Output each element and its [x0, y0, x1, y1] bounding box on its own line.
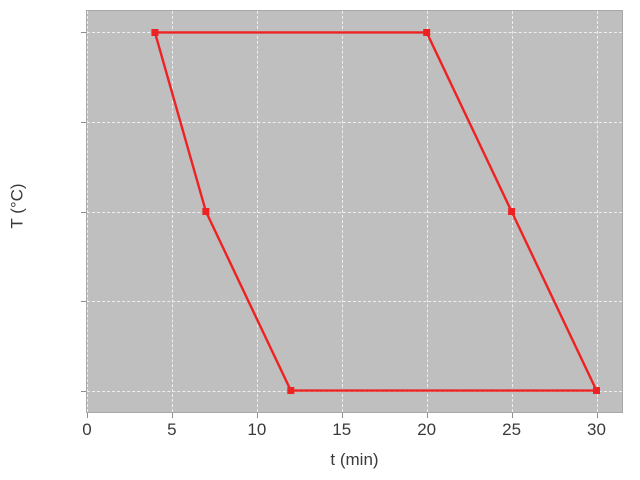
x-tick-label-10: 10 — [247, 420, 267, 439]
x-tick-mark-30 — [596, 413, 598, 418]
x-tick-label-0: 0 — [82, 420, 92, 439]
y-tick-mark-185 — [81, 121, 86, 123]
x-tick-label-15: 15 — [332, 420, 352, 439]
data-point-marker — [287, 387, 295, 395]
gridline-horizontal-1 — [87, 301, 622, 302]
x-tick-label-25: 25 — [502, 420, 522, 439]
series-markers — [151, 28, 601, 395]
data-point-marker — [151, 28, 159, 36]
x-tick-mark-5 — [171, 413, 173, 418]
x-tick-mark-25 — [511, 413, 513, 418]
y-axis-title-text: T (°C) — [8, 183, 28, 229]
y-tick-mark-170 — [81, 390, 86, 392]
y-tick-mark-190 — [81, 32, 86, 34]
y-tick-mark-175 — [81, 301, 86, 302]
data-series-layer — [151, 28, 601, 395]
x-tick-label-30: 30 — [587, 420, 606, 439]
x-tick-mark-0 — [87, 413, 88, 418]
data-point-marker — [423, 28, 431, 36]
gridline-horizontal-3 — [87, 121, 622, 123]
x-tick-label-20: 20 — [417, 420, 437, 439]
x-tick-mark-10 — [256, 413, 258, 418]
x-tick-mark-15 — [341, 413, 343, 418]
data-point-marker — [593, 387, 601, 395]
data-point-marker — [508, 208, 516, 215]
y-axis-title: T (°C) — [0, 0, 36, 412]
y-tick-mark-180 — [81, 211, 86, 213]
x-axis-title: t (min) — [330, 450, 379, 469]
series-line-temperature-cycle — [153, 31, 599, 392]
data-point-marker — [202, 208, 210, 215]
gridline-horizontal-2 — [87, 211, 622, 213]
x-tick-mark-20 — [426, 413, 428, 418]
x-tick-label-5: 5 — [167, 420, 177, 439]
plot-area — [86, 10, 623, 413]
